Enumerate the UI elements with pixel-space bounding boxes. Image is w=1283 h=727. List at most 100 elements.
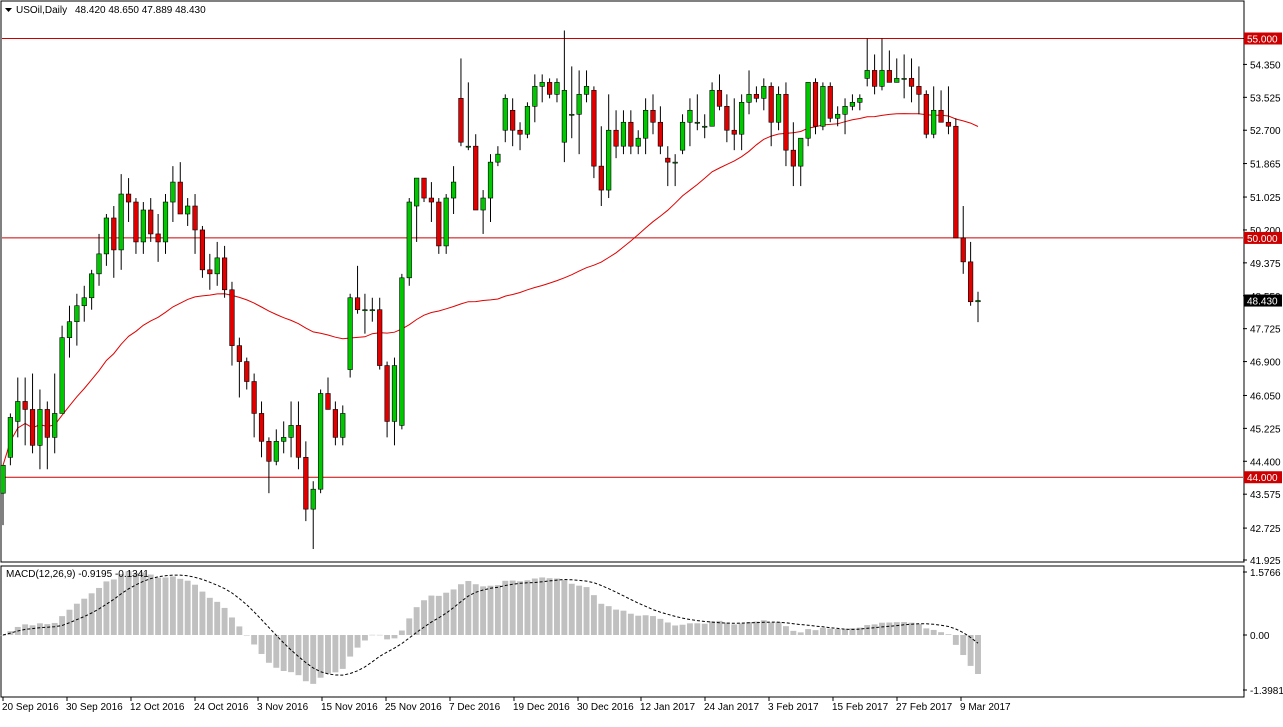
dropdown-arrow-icon[interactable]	[5, 8, 12, 12]
macd-bar	[51, 622, 58, 635]
time-tick-label: 25 Nov 2016	[385, 702, 442, 713]
time-axis: 20 Sep 2016 30 Sep 2016 12 Oct 2016 24 Oct …	[2, 697, 1011, 713]
macd-bar	[517, 581, 523, 635]
candle-body	[591, 90, 597, 167]
macd-bar	[391, 635, 398, 639]
macd-bar	[812, 630, 819, 635]
macd-bar	[568, 583, 575, 635]
macd-signal	[2, 574, 979, 676]
macd-bar	[664, 622, 671, 635]
macd-bar	[827, 628, 834, 635]
level-tag	[1244, 471, 1282, 484]
macd-bar	[650, 616, 656, 635]
macd-bar	[177, 578, 184, 635]
candle-body	[414, 177, 420, 207]
candle-body	[7, 417, 13, 458]
candle-body	[694, 121, 700, 124]
candle-body	[44, 409, 50, 438]
candle-body	[458, 98, 464, 143]
macd-bar	[879, 622, 885, 635]
candle-body	[820, 86, 826, 127]
macd-bar	[975, 635, 981, 674]
candle-body	[199, 229, 206, 271]
macd-bar	[590, 595, 597, 635]
macd-bar	[184, 580, 191, 635]
macd-bar	[96, 587, 102, 635]
candle-body	[879, 70, 885, 87]
time-tick-label: 24 Jan 2017	[704, 702, 759, 713]
candle-body	[901, 78, 907, 80]
candle-body	[29, 409, 36, 446]
time-tick-label: 3 Feb 2017	[768, 702, 819, 713]
candle-body	[931, 109, 937, 135]
candle-body	[81, 297, 87, 307]
candle-body	[89, 273, 95, 299]
macd-bar	[819, 627, 826, 635]
macd-bar	[88, 593, 95, 635]
candle-body	[325, 393, 331, 410]
candle-body	[620, 121, 627, 147]
candle-body	[805, 82, 811, 139]
candle-body	[155, 233, 161, 243]
macd-bar	[66, 609, 73, 635]
macd-bar	[302, 635, 309, 682]
macd-bar	[310, 635, 317, 684]
candle-body	[421, 177, 427, 199]
candle-body	[391, 365, 398, 422]
candle-body	[495, 153, 501, 163]
macd-bar	[967, 635, 974, 666]
macd-bar	[738, 623, 745, 635]
macd-bar	[686, 623, 693, 635]
macd-bar	[413, 607, 420, 635]
price-tick-label: 42.725	[1250, 524, 1281, 535]
candle-body	[222, 257, 228, 291]
macd-histogram	[0, 571, 981, 684]
candle-body	[266, 441, 272, 462]
candle-body	[886, 70, 892, 83]
macd-bar	[81, 598, 88, 635]
macd-bar	[531, 578, 538, 635]
candle-body	[775, 94, 782, 123]
macd-bar	[849, 628, 856, 635]
time-tick-label: 3 Nov 2016	[257, 702, 309, 713]
macd-bar	[36, 623, 43, 635]
candle-body	[657, 121, 663, 147]
macd-bar	[450, 589, 457, 635]
candle-body	[377, 309, 383, 366]
macd-bar	[746, 622, 752, 635]
macd-bar	[236, 626, 243, 635]
macd-bar	[694, 623, 701, 635]
candle-body	[185, 205, 191, 215]
price-tick-label: 45.225	[1250, 424, 1281, 435]
macd-bar	[133, 572, 139, 635]
macd-bar	[960, 635, 967, 656]
time-tick-label: 7 Dec 2016	[449, 702, 501, 713]
candle-body	[561, 90, 567, 143]
candle-body	[162, 201, 169, 243]
candle-body	[908, 78, 915, 87]
macd-bar	[421, 600, 427, 635]
candle-body	[554, 82, 560, 95]
candle-body	[583, 86, 590, 95]
candle-body	[598, 165, 604, 191]
candle-body	[281, 437, 287, 442]
macd-bar	[790, 630, 797, 635]
candle-body	[923, 94, 929, 135]
candle-body	[258, 413, 265, 442]
macd-bar	[635, 615, 642, 635]
macd-bar	[125, 571, 132, 635]
candle-body	[369, 309, 375, 312]
macd-bar	[886, 622, 893, 635]
macd-bar	[923, 628, 930, 635]
macd-bar	[162, 577, 169, 635]
candle-body	[532, 86, 538, 107]
macd-bar	[118, 574, 125, 635]
candle-body	[133, 201, 139, 243]
candle-body	[739, 102, 745, 135]
price-tick-label: 47.725	[1250, 325, 1281, 336]
time-tick-label: 20 Sep 2016	[2, 702, 59, 713]
macd-bar	[539, 577, 546, 635]
candle-body	[790, 149, 796, 167]
price-tick-label: 43.575	[1250, 490, 1281, 501]
